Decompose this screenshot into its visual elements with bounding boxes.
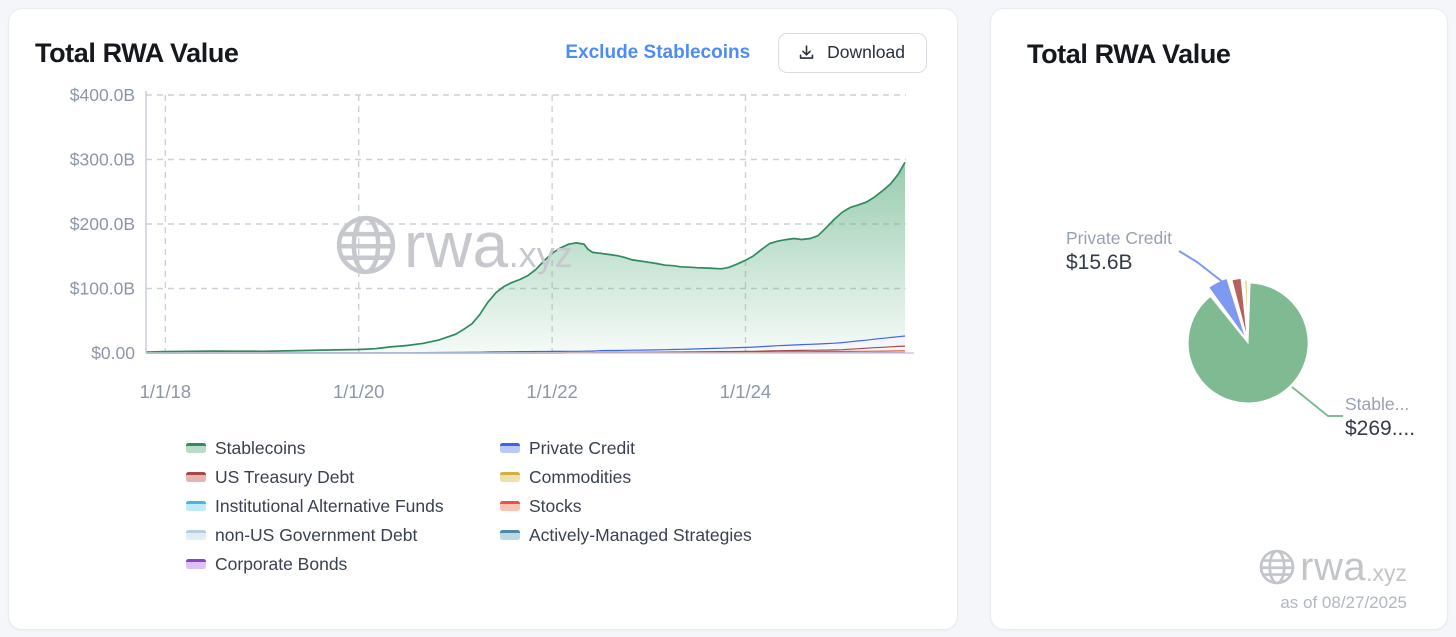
pie-slice-stablecoins[interactable] xyxy=(1187,282,1309,404)
page-title: Total RWA Value xyxy=(35,37,239,68)
callout-private-credit: Private Credit $15.6B xyxy=(1066,228,1172,276)
pie-slice-commodities[interactable] xyxy=(1244,279,1249,341)
area-card-header: Total RWA Value Exclude Stablecoins Down… xyxy=(9,9,957,73)
x-tick-label: 1/1/24 xyxy=(720,381,771,402)
legend-swatch-actively-managed-strategies xyxy=(500,530,520,540)
legend-item-private-credit[interactable]: Private Credit xyxy=(500,437,752,459)
legend-swatch-stocks xyxy=(500,501,520,511)
x-tick-label: 1/1/20 xyxy=(333,381,384,402)
callout-stablecoins-name: Stable... xyxy=(1345,394,1410,414)
total-rwa-pie-card: Total RWA Value Private Credit $15.6B St… xyxy=(990,8,1448,630)
callout-stablecoins: Stable... $269.... xyxy=(1345,394,1415,442)
legend-item-actively-managed-strategies[interactable]: Actively-Managed Strategies xyxy=(500,524,752,546)
legend-label: Private Credit xyxy=(529,437,636,458)
legend-item-non-us-government-debt[interactable]: non-US Government Debt xyxy=(186,524,444,546)
legend-label: Institutional Alternative Funds xyxy=(215,495,444,516)
download-button[interactable]: Download xyxy=(778,33,927,73)
globe-icon xyxy=(1259,549,1295,585)
pie-slice-private-credit[interactable] xyxy=(1208,277,1247,339)
leader-line-stablecoins xyxy=(1291,386,1343,417)
legend-label: Stablecoins xyxy=(215,437,306,458)
legend-label: non-US Government Debt xyxy=(215,524,418,545)
legend-swatch-stablecoins xyxy=(186,443,206,453)
legend-swatch-corporate-bonds xyxy=(186,559,206,569)
legend-label: Actively-Managed Strategies xyxy=(529,524,752,545)
pie-chart[interactable] xyxy=(991,219,1449,489)
rwa-watermark: rwa .xyz xyxy=(1258,547,1407,587)
download-icon xyxy=(797,43,816,62)
y-tick-label: $300.0B xyxy=(70,150,135,170)
pie-card-title: Total RWA Value xyxy=(1027,39,1231,69)
legend-label: US Treasury Debt xyxy=(215,466,355,487)
callout-stablecoins-value: $269.... xyxy=(1345,416,1416,440)
x-tick-label: 1/1/18 xyxy=(140,381,191,402)
y-tick-label: $0.00 xyxy=(91,343,135,363)
area-series-stablecoins xyxy=(145,161,906,353)
legend-item-commodities[interactable]: Commodities xyxy=(500,466,752,488)
legend-item-institutional-alternative-funds[interactable]: Institutional Alternative Funds xyxy=(186,495,444,517)
legend-swatch-private-credit xyxy=(500,443,520,453)
leader-line-private-credit xyxy=(1178,250,1225,284)
total-rwa-area-card: Total RWA Value Exclude Stablecoins Down… xyxy=(8,8,958,630)
legend-swatch-us-treasury-debt xyxy=(186,472,206,482)
legend-label: Corporate Bonds xyxy=(215,553,348,574)
y-tick-label: $200.0B xyxy=(70,214,135,234)
y-tick-label: $400.0B xyxy=(70,85,135,105)
legend-column-2: Private Credit Commodities Stocks Actively-… xyxy=(500,437,752,546)
area-chart-region: $0.00 $100.0B $200.0B $300.0B $400.0B 1/1/18 1… xyxy=(9,85,929,415)
as-of-date: as of 08/27/2025 xyxy=(1280,593,1407,612)
exclude-stablecoins-link[interactable]: Exclude Stablecoins xyxy=(565,42,751,63)
legend-swatch-institutional-alternative-funds xyxy=(186,501,206,511)
legend-swatch-non-us-government-debt xyxy=(186,530,206,540)
legend-item-stablecoins[interactable]: Stablecoins xyxy=(186,437,444,459)
watermark-tld: .xyz xyxy=(1366,560,1407,586)
download-label: Download xyxy=(827,42,905,62)
legend-label: Commodities xyxy=(529,466,632,487)
legend-column-1: Stablecoins US Treasury Debt Institutional… xyxy=(186,437,444,575)
y-tick-label: $100.0B xyxy=(70,279,135,299)
callout-private-credit-value: $15.6B xyxy=(1066,250,1133,274)
legend-label: Stocks xyxy=(529,495,582,516)
x-tick-label: 1/1/22 xyxy=(526,381,577,402)
pie-chart-region xyxy=(991,219,1449,489)
callout-private-credit-name: Private Credit xyxy=(1066,228,1173,248)
legend-item-corporate-bonds[interactable]: Corporate Bonds xyxy=(186,553,444,575)
area-chart[interactable]: $0.00 $100.0B $200.0B $300.0B $400.0B 1/1/18 1… xyxy=(9,85,929,415)
legend-item-stocks[interactable]: Stocks xyxy=(500,495,752,517)
legend-swatch-commodities xyxy=(500,472,520,482)
legend-item-us-treasury-debt[interactable]: US Treasury Debt xyxy=(186,466,444,488)
watermark-brand: rwa xyxy=(1300,545,1367,589)
pie-slice-us-treasury-debt[interactable] xyxy=(1231,277,1248,340)
